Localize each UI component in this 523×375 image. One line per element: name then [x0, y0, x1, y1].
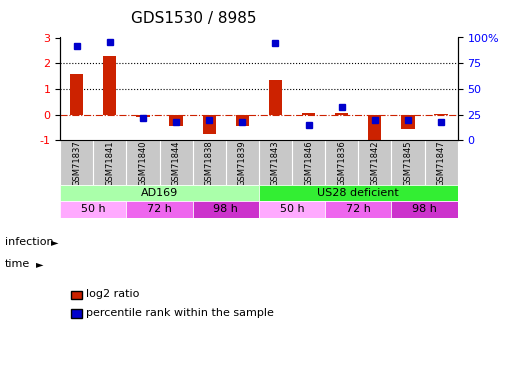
Text: 50 h: 50 h — [81, 204, 106, 214]
Text: infection: infection — [5, 237, 54, 247]
Text: GSM71839: GSM71839 — [238, 140, 247, 186]
Bar — [259, 201, 325, 217]
Text: log2 ratio: log2 ratio — [86, 290, 140, 299]
Text: GSM71838: GSM71838 — [204, 140, 214, 186]
Bar — [269, 80, 282, 115]
Text: 72 h: 72 h — [147, 204, 172, 214]
Bar — [325, 201, 391, 217]
Text: AD169: AD169 — [141, 188, 178, 198]
Text: GSM71847: GSM71847 — [437, 140, 446, 186]
Text: ►: ► — [51, 237, 59, 247]
Bar — [368, 115, 381, 140]
Text: GSM71845: GSM71845 — [403, 140, 413, 186]
Bar — [137, 115, 150, 117]
Bar — [302, 113, 315, 115]
Bar — [60, 185, 259, 201]
Bar — [127, 201, 192, 217]
Bar — [103, 56, 117, 115]
Text: GDS1530 / 8985: GDS1530 / 8985 — [131, 11, 256, 26]
Text: GSM71837: GSM71837 — [72, 140, 81, 186]
Bar — [169, 115, 183, 126]
Text: 72 h: 72 h — [346, 204, 371, 214]
Bar — [335, 113, 348, 115]
Bar — [192, 201, 259, 217]
Text: ►: ► — [36, 260, 43, 269]
Bar — [259, 185, 458, 201]
Text: GSM71842: GSM71842 — [370, 140, 379, 186]
Text: US28 deficient: US28 deficient — [317, 188, 399, 198]
Text: 98 h: 98 h — [213, 204, 238, 214]
Text: 98 h: 98 h — [412, 204, 437, 214]
Text: GSM71836: GSM71836 — [337, 140, 346, 186]
Text: time: time — [5, 260, 30, 269]
Bar — [60, 201, 127, 217]
Bar — [391, 201, 458, 217]
Bar — [435, 114, 448, 115]
Text: GSM71846: GSM71846 — [304, 140, 313, 186]
Bar — [401, 115, 415, 129]
Text: 50 h: 50 h — [280, 204, 304, 214]
Bar — [236, 115, 249, 126]
Bar — [202, 115, 216, 134]
Text: GSM71841: GSM71841 — [105, 140, 115, 186]
Text: GSM71840: GSM71840 — [139, 140, 147, 186]
Text: GSM71844: GSM71844 — [172, 140, 180, 186]
Text: GSM71843: GSM71843 — [271, 140, 280, 186]
Text: percentile rank within the sample: percentile rank within the sample — [86, 308, 274, 318]
Bar — [70, 74, 83, 115]
